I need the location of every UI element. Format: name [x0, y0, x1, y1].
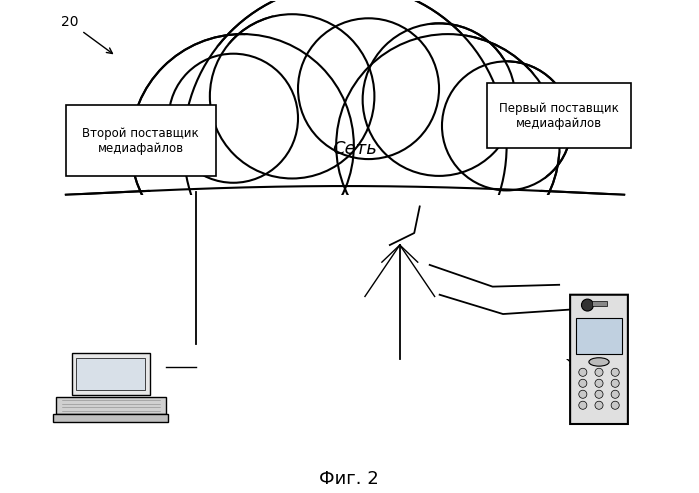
Text: Сеть: Сеть [333, 140, 377, 158]
Bar [53, 414, 168, 422]
Bar [22, 195, 668, 359]
Circle shape [579, 379, 587, 387]
Text: Второй поставщик
медиафайлов: Второй поставщик медиафайлов [82, 127, 199, 155]
Ellipse shape [589, 358, 609, 366]
Circle shape [345, 43, 551, 248]
Text: 34: 34 [568, 244, 636, 292]
Circle shape [595, 379, 603, 387]
Circle shape [131, 34, 354, 257]
Circle shape [196, 0, 493, 294]
Circle shape [611, 401, 619, 409]
Text: 28: 28 [51, 312, 79, 358]
Text: 32: 32 [519, 318, 576, 366]
Circle shape [595, 390, 603, 398]
Circle shape [140, 43, 345, 248]
Text: 36: 36 [325, 244, 371, 273]
Circle shape [595, 368, 603, 376]
Bar [22, 195, 668, 282]
Circle shape [369, 30, 510, 170]
Bar [71, 353, 150, 395]
Text: 30: 30 [201, 259, 268, 289]
FancyBboxPatch shape [487, 83, 631, 148]
Circle shape [579, 368, 587, 376]
Text: 22: 22 [313, 5, 347, 34]
Text: Первый поставщик
медиафайлов: Первый поставщик медиафайлов [499, 102, 619, 130]
Bar [577, 318, 621, 354]
FancyBboxPatch shape [66, 105, 215, 176]
Circle shape [442, 61, 571, 190]
Circle shape [336, 34, 559, 257]
Bar [592, 301, 607, 306]
Circle shape [611, 368, 619, 376]
Circle shape [168, 54, 298, 183]
Circle shape [611, 390, 619, 398]
Circle shape [595, 401, 603, 409]
Circle shape [303, 24, 433, 153]
Text: 24: 24 [427, 75, 480, 108]
Circle shape [363, 23, 515, 176]
Text: Фиг. 2: Фиг. 2 [319, 470, 379, 488]
Text: 26: 26 [224, 95, 271, 128]
Circle shape [447, 67, 566, 185]
Text: 20: 20 [61, 15, 113, 54]
Bar [76, 358, 145, 390]
Circle shape [579, 401, 587, 409]
Circle shape [611, 379, 619, 387]
FancyBboxPatch shape [570, 295, 628, 424]
Bar [56, 397, 166, 414]
Circle shape [582, 299, 593, 311]
Circle shape [217, 21, 368, 172]
Circle shape [579, 390, 587, 398]
Circle shape [183, 0, 507, 307]
Circle shape [210, 14, 375, 178]
Circle shape [298, 18, 439, 159]
Circle shape [174, 59, 293, 177]
